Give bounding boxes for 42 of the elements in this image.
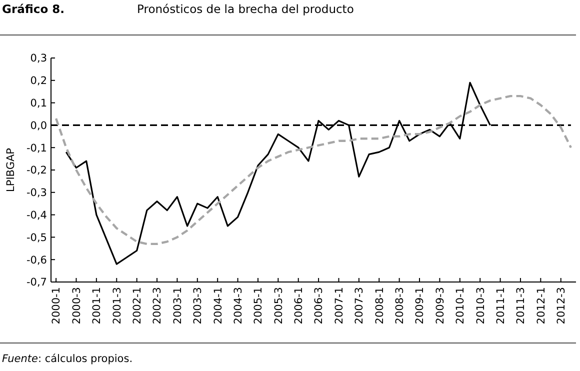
x-tick-label: 2010-1	[454, 287, 467, 324]
y-tick-label: -0,1	[26, 142, 47, 154]
y-tick-label: 0,0	[30, 120, 47, 132]
y-tick-label: -0,5	[26, 232, 47, 244]
x-tick-label: 2006-3	[313, 287, 326, 324]
x-tick-label: 2011-1	[494, 287, 507, 324]
line-series	[54, 94, 572, 246]
x-tick-label: 2007-3	[354, 287, 366, 324]
x-tick-label: 2003-3	[192, 287, 204, 324]
y-tick-label: -0,6	[26, 254, 48, 266]
x-tick-label: 2008-1	[374, 287, 386, 324]
x-tick-label: 2008-3	[394, 287, 406, 324]
source-note: Fuente: cálculos propios.	[2, 353, 133, 365]
x-tick-label: 2003-1	[172, 287, 184, 324]
y-tick-label: 0,1	[30, 97, 47, 110]
y-axis-title: LPIBGAP	[5, 148, 17, 192]
x-tick-label: 2000-3	[70, 287, 83, 324]
x-tick-label: 2005-1	[252, 287, 265, 324]
x-tick-label: 2007-1	[333, 287, 346, 324]
x-tick-label: 2006-1	[293, 287, 306, 324]
x-tick-label: 2009-3	[434, 287, 446, 324]
chart-title: Gráfico 8.	[2, 2, 64, 16]
x-tick-label: 2002-1	[131, 287, 144, 324]
x-tick-label: 2012-1	[535, 287, 548, 324]
y-tick-label: 0,2	[30, 75, 47, 88]
x-tick-label: 2001-1	[91, 287, 104, 324]
x-tick-label: 2004-3	[232, 287, 244, 324]
x-tick-label: 2011-3	[515, 287, 528, 324]
x-tick-label: 2002-3	[152, 287, 164, 324]
x-tick-label: 2004-1	[212, 287, 224, 324]
x-tick-label: 2012-3	[556, 287, 568, 324]
x-tick-label: 2010-3	[474, 287, 487, 324]
chart-subtitle: Pronósticos de la brecha del producto	[137, 2, 354, 16]
x-tick-label: 2009-1	[414, 287, 426, 324]
x-tick-label: 2001-3	[111, 287, 124, 324]
y-tick-label: -0,7	[26, 276, 47, 289]
y-tick-label: -0,2	[26, 164, 47, 177]
x-tick-label: 2000-1	[50, 287, 63, 324]
y-tick-label: -0,4	[26, 209, 48, 222]
y-tick-label: 0,3	[30, 52, 47, 65]
x-tick-label: 2005-3	[272, 287, 285, 324]
y-tick-label: -0,3	[26, 187, 47, 200]
